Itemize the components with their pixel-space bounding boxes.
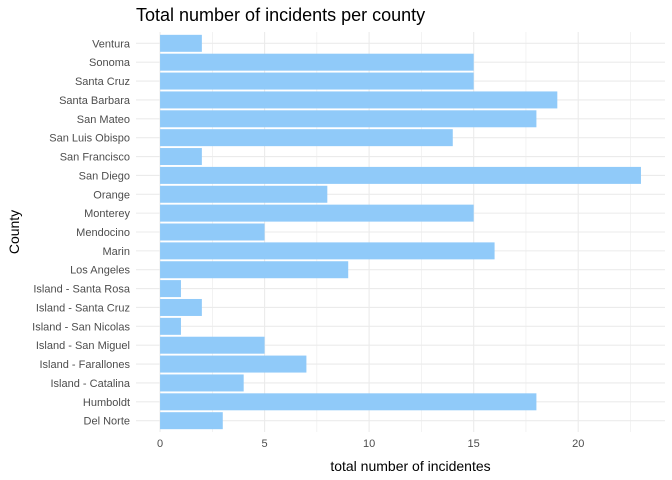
y-tick-label: San Mateo	[77, 114, 130, 126]
bars	[160, 34, 641, 430]
y-tick-label: Monterey	[84, 208, 130, 220]
x-tick-label: 20	[572, 438, 584, 450]
y-tick-label: Sonoma	[89, 57, 131, 69]
bar	[160, 53, 474, 71]
y-axis-title: County	[6, 210, 22, 254]
bar	[160, 148, 202, 166]
bar	[160, 317, 181, 335]
bar	[160, 393, 537, 411]
bar	[160, 185, 328, 203]
y-tick-label: Humboldt	[83, 397, 130, 409]
bar	[160, 336, 265, 354]
y-tick-label: Orange	[93, 189, 130, 201]
bar	[160, 355, 307, 373]
y-tick-label: Del Norte	[84, 416, 130, 428]
chart-title: Total number of incidents per county	[136, 5, 425, 25]
y-tick-label: Mendocino	[76, 227, 130, 239]
bar	[160, 129, 453, 147]
y-tick-label: Ventura	[92, 38, 131, 50]
y-tick-label: Island - Farallones	[40, 359, 131, 371]
bar	[160, 34, 202, 52]
y-tick-label: Island - San Miguel	[36, 340, 130, 352]
bar	[160, 91, 558, 109]
y-tick-label: San Francisco	[60, 152, 130, 164]
bar	[160, 261, 349, 279]
y-tick-label: Santa Barbara	[59, 95, 131, 107]
bar	[160, 298, 202, 316]
x-axis-tick-labels: 0 5 10 15 20	[157, 438, 584, 450]
y-tick-label: Santa Cruz	[75, 76, 130, 88]
bar	[160, 204, 474, 222]
x-tick-label: 0	[157, 438, 163, 450]
bar	[160, 110, 537, 128]
x-axis-title: total number of incidentes	[330, 458, 490, 474]
bar	[160, 374, 244, 392]
bar	[160, 280, 181, 298]
bar	[160, 412, 223, 430]
x-tick-label: 15	[468, 438, 480, 450]
y-axis-tick-labels: Ventura Sonoma Santa Cruz Santa Barbara San …	[32, 38, 131, 427]
y-tick-label: Island - Santa Cruz	[36, 302, 130, 314]
bar	[160, 166, 641, 184]
y-tick-label: Island - Catalina	[51, 378, 131, 390]
y-tick-label: San Diego	[79, 170, 130, 182]
y-tick-label: Island - Santa Rosa	[33, 284, 130, 296]
bar	[160, 72, 474, 90]
bar	[160, 223, 265, 241]
y-tick-label: Island - San Nicolas	[32, 321, 130, 333]
x-tick-label: 10	[363, 438, 375, 450]
bar	[160, 242, 495, 260]
x-tick-label: 5	[262, 438, 268, 450]
y-tick-label: San Luis Obispo	[49, 133, 130, 145]
y-tick-label: Los Angeles	[70, 265, 130, 277]
y-tick-label: Marin	[102, 246, 130, 258]
